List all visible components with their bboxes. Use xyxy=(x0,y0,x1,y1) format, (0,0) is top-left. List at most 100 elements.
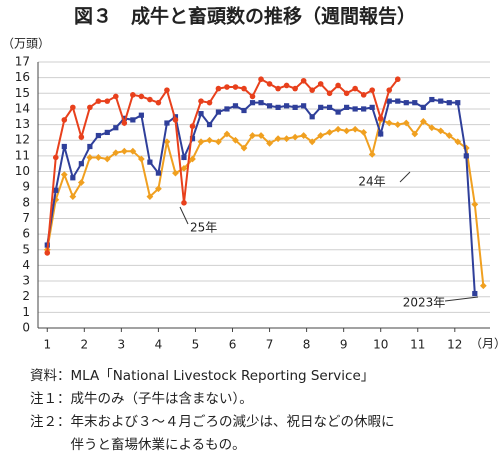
data-point xyxy=(172,169,179,177)
data-point xyxy=(181,200,187,206)
data-point xyxy=(351,125,359,133)
x-tick-label: 6 xyxy=(229,338,237,352)
data-point xyxy=(232,103,239,109)
data-point xyxy=(437,127,445,135)
data-point xyxy=(232,136,239,144)
y-tick-label: 3 xyxy=(22,274,30,288)
data-point xyxy=(215,138,222,146)
data-point xyxy=(471,200,479,208)
data-point xyxy=(463,153,469,159)
data-point xyxy=(147,96,153,103)
data-point xyxy=(343,90,350,97)
data-point xyxy=(301,103,307,109)
data-point xyxy=(77,179,85,186)
y-tick-label: 11 xyxy=(15,148,30,162)
data-point xyxy=(291,133,299,141)
data-point xyxy=(224,84,230,90)
y-tick-label: 14 xyxy=(15,101,30,115)
data-point xyxy=(206,121,213,128)
data-point xyxy=(241,107,247,114)
data-point xyxy=(60,171,68,179)
data-point xyxy=(113,93,119,100)
y-axis-label: （万頭） xyxy=(2,37,50,51)
data-point xyxy=(44,250,51,256)
data-point xyxy=(61,143,67,150)
data-point xyxy=(78,134,85,140)
y-tick-label: 4 xyxy=(22,258,30,272)
data-point xyxy=(104,129,110,136)
x-axis-label: （月） xyxy=(470,337,500,351)
data-point xyxy=(300,77,307,84)
data-point xyxy=(206,99,213,106)
data-point xyxy=(308,138,316,146)
data-point xyxy=(137,155,145,163)
data-point xyxy=(394,76,401,83)
data-point xyxy=(215,85,222,92)
data-point xyxy=(309,114,315,120)
data-point xyxy=(361,106,367,112)
data-point xyxy=(300,132,308,139)
x-tick-label: 4 xyxy=(155,338,163,352)
data-point xyxy=(275,85,281,92)
data-point xyxy=(155,170,162,176)
data-point xyxy=(112,149,120,157)
data-point xyxy=(377,115,384,122)
x-tick-label: 7 xyxy=(266,338,274,352)
data-point xyxy=(403,100,409,106)
data-point xyxy=(284,103,290,109)
data-point xyxy=(249,100,256,106)
data-point xyxy=(257,132,265,139)
data-point xyxy=(223,130,231,138)
data-point xyxy=(402,119,410,127)
chart-title: 図３ 成牛と畜頭数の推移（週間報告） xyxy=(74,5,416,28)
data-point xyxy=(78,161,84,167)
data-point xyxy=(454,138,462,146)
data-point xyxy=(138,93,145,100)
y-tick-label: 16 xyxy=(15,70,30,84)
data-point xyxy=(113,125,119,131)
data-point xyxy=(266,139,273,147)
data-point xyxy=(369,87,375,93)
data-point xyxy=(446,100,452,106)
data-point xyxy=(378,131,384,137)
series-annotation: 2023年 xyxy=(403,296,446,310)
data-point xyxy=(163,138,171,146)
y-tick-label: 17 xyxy=(15,55,30,69)
data-point xyxy=(215,109,222,115)
y-tick-label: 12 xyxy=(15,133,30,147)
data-point xyxy=(121,115,127,121)
data-point xyxy=(292,104,298,110)
data-point xyxy=(344,104,350,110)
data-point xyxy=(412,100,418,106)
data-point xyxy=(240,144,248,152)
y-tick-label: 9 xyxy=(22,180,30,194)
x-tick-label: 8 xyxy=(303,338,311,352)
data-point xyxy=(52,154,59,161)
data-point xyxy=(335,82,341,89)
data-point xyxy=(138,112,144,118)
annotation-leader xyxy=(179,206,189,225)
data-point xyxy=(429,96,435,103)
data-point xyxy=(189,136,196,142)
x-tick-label: 3 xyxy=(118,338,126,352)
data-point xyxy=(206,136,213,144)
y-tick-label: 0 xyxy=(22,321,30,335)
annotation-leader xyxy=(399,171,411,183)
data-point xyxy=(326,104,333,110)
data-point xyxy=(419,118,427,125)
y-tick-label: 15 xyxy=(15,86,30,100)
series-line xyxy=(46,118,485,286)
data-point xyxy=(479,282,487,290)
data-point xyxy=(352,106,358,112)
data-point xyxy=(266,81,273,87)
x-tick-label: 5 xyxy=(192,338,200,352)
data-point xyxy=(258,76,264,83)
data-point xyxy=(335,109,341,115)
data-point xyxy=(326,129,333,136)
data-point xyxy=(343,127,351,135)
data-point xyxy=(86,154,94,161)
x-tick-label: 10 xyxy=(373,338,388,352)
data-point xyxy=(70,104,76,111)
data-point xyxy=(360,129,368,136)
data-point xyxy=(472,290,478,297)
